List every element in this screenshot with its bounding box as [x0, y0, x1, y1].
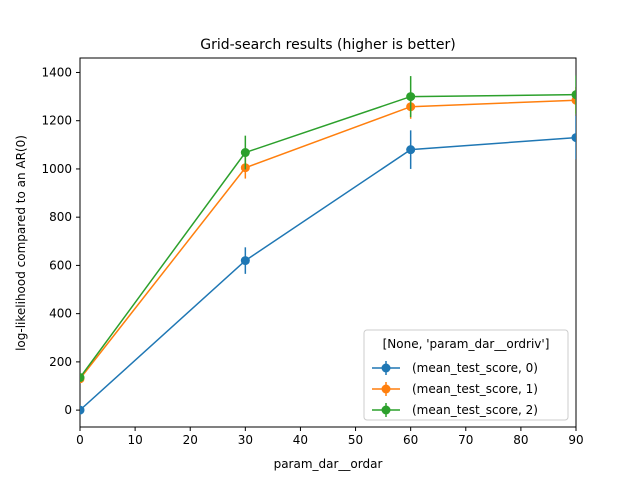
y-tick-label: 600 [49, 258, 72, 272]
legend-marker [381, 384, 391, 394]
legend-entry: (mean_test_score, 1) [372, 382, 538, 396]
y-tick-label: 0 [64, 403, 72, 417]
series-line [80, 93, 576, 379]
x-tick-label: 20 [183, 433, 198, 447]
series-line [80, 136, 576, 411]
legend-label: (mean_test_score, 1) [412, 382, 538, 396]
x-tick-label: 30 [238, 433, 253, 447]
y-tick-label: 1200 [41, 114, 72, 128]
series-group [80, 75, 576, 415]
data-point [406, 92, 416, 102]
x-tick-label: 90 [568, 433, 583, 447]
legend-entry: (mean_test_score, 2) [372, 403, 538, 417]
x-tick-label: 80 [513, 433, 528, 447]
x-tick-label: 50 [348, 433, 363, 447]
y-tick-label: 1000 [41, 162, 72, 176]
legend-entry: (mean_test_score, 0) [372, 361, 538, 375]
x-tick-label: 10 [127, 433, 142, 447]
data-point [80, 405, 85, 415]
axes-frame [79, 57, 577, 428]
x-tick-label: 60 [403, 433, 418, 447]
y-tick-label: 200 [49, 355, 72, 369]
legend-title: [None, 'param_dar__ordriv'] [383, 337, 550, 351]
data-point [571, 133, 576, 143]
series-line [80, 99, 576, 380]
data-point [240, 256, 250, 266]
y-tick-label: 1400 [41, 65, 72, 79]
x-tick-label: 40 [293, 433, 308, 447]
chart-title: Grid-search results (higher is better) [200, 37, 456, 53]
y-axis-label: log-likelihood compared to an AR(0) [14, 135, 28, 351]
data-point [571, 90, 576, 100]
data-point [406, 145, 416, 155]
legend-marker [381, 405, 391, 415]
legend-marker [381, 363, 391, 373]
y-tick-label: 800 [49, 210, 72, 224]
x-axis-label: param_dar__ordar [274, 457, 383, 471]
legend-label: (mean_test_score, 2) [412, 403, 538, 417]
x-tick-label: 70 [458, 433, 473, 447]
legend-label: (mean_test_score, 0) [412, 361, 538, 375]
legend: [None, 'param_dar__ordriv'] (mean_test_sc… [363, 329, 569, 421]
data-point [240, 148, 250, 158]
y-tick-label: 400 [49, 307, 72, 321]
series-2 [80, 75, 576, 383]
data-point [80, 373, 85, 383]
plot-area: 0 10 20 30 40 50 60 70 80 90 0 200 400 600 800 1000 1200… [41, 57, 584, 447]
series-0 [80, 115, 576, 415]
legend-box [363, 329, 569, 421]
x-tick-label: 0 [76, 433, 84, 447]
